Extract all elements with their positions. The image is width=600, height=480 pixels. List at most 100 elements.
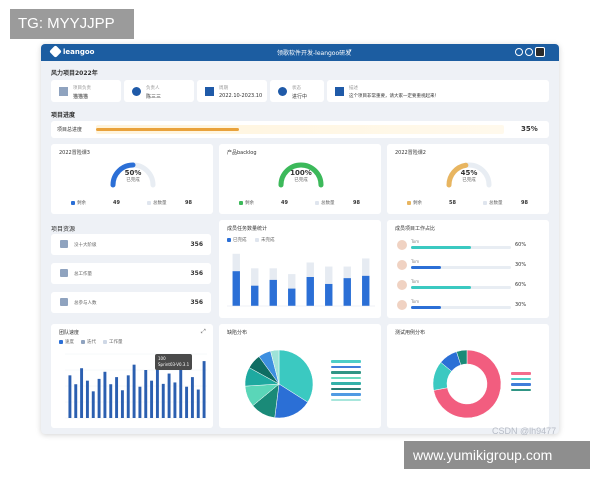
legend-swatch [331, 360, 361, 363]
resources-list: 没十大阶级 356 总工作量 356 总参与人数 356 [51, 234, 213, 318]
speed-bar[interactable] [196, 389, 200, 418]
resource-row[interactable]: 总工作量 356 [51, 263, 211, 284]
gauge-arc [278, 162, 324, 188]
workshare-row[interactable]: Tom 60% [387, 276, 549, 296]
speed-bar[interactable] [91, 391, 95, 418]
workshare-bar-track [411, 286, 511, 289]
sprint-name: 产品backlog [227, 150, 257, 156]
legend-label: 迭代 [87, 340, 96, 345]
workshare-row[interactable]: Tom 30% [387, 296, 549, 316]
remaining-label: 剩余 [407, 200, 422, 206]
project-switcher[interactable]: 领歌软件开发-leangoo研发 [277, 50, 352, 57]
workshare-bar-fill [411, 266, 441, 269]
speed-bar[interactable] [115, 377, 119, 418]
legend-dot-icon [59, 339, 63, 344]
bar-completed[interactable] [232, 271, 240, 306]
sprint-card-2[interactable]: 产品backlog 100% 已完成 剩余 49 总数量 98 [219, 144, 381, 214]
speed-bar[interactable] [68, 375, 72, 418]
resource-label: 总工作量 [74, 272, 92, 277]
speed-bar[interactable] [126, 375, 130, 418]
bar-completed[interactable] [269, 279, 277, 306]
speed-bar[interactable] [103, 371, 107, 418]
workshare-name: Tom [411, 239, 420, 244]
help-icon[interactable] [515, 48, 523, 56]
notification-icon[interactable] [525, 48, 533, 56]
legend-dot-icon [255, 237, 259, 242]
info-card-status: 状态 进行中 [270, 80, 324, 102]
speed-bar[interactable] [161, 383, 165, 418]
speed-bar[interactable] [85, 380, 89, 418]
avatar[interactable] [535, 47, 545, 57]
resource-value: 356 [190, 241, 203, 248]
info-value: 陈三三 [146, 94, 162, 100]
tooltip-body: Sprint03-V0.3.1 [158, 362, 190, 367]
total-label-text: 总数量 [489, 201, 503, 206]
legend-swatch [331, 382, 361, 385]
sprint-name: 2022冒险课2 [395, 150, 426, 156]
resource-row[interactable]: 没十大阶级 356 [51, 234, 211, 255]
logo-icon [49, 45, 62, 58]
workshare-bar-fill [411, 306, 441, 309]
speed-bar[interactable] [120, 390, 124, 418]
legend-label: 速度 [65, 340, 74, 345]
speed-bar[interactable] [138, 386, 142, 418]
bar-completed[interactable] [325, 283, 333, 306]
progress-fill [96, 128, 239, 131]
workshare-row[interactable]: Tom 60% [387, 236, 549, 256]
logo[interactable]: leangoo [49, 45, 94, 58]
legend-dot-icon [81, 339, 85, 344]
speed-bar[interactable] [190, 377, 194, 418]
speed-bar[interactable] [167, 373, 171, 418]
bar-completed[interactable] [251, 285, 259, 306]
speed-bar[interactable] [97, 378, 101, 418]
bar-completed[interactable] [288, 288, 296, 306]
speed-bar[interactable] [155, 368, 159, 418]
info-card-description: 描述 这个项目非常重要，请大家一定要重视起来！ [327, 80, 549, 102]
chevron-down-icon[interactable]: ▾ [349, 48, 352, 54]
avatar [397, 260, 407, 270]
speed-bar[interactable] [179, 368, 183, 418]
legend-label: 未完成 [261, 238, 275, 243]
remaining-label-text: 剩余 [413, 201, 422, 206]
pie-slice[interactable] [433, 349, 502, 419]
info-card-owner: 项目负责 猫猫猫 [51, 80, 121, 102]
remaining-label: 剩余 [239, 200, 254, 206]
workshare-list: Tom 60% Tom 30% Tom 60% Tom 30% [387, 236, 549, 316]
team-speed-chart [65, 353, 207, 419]
resource-row[interactable]: 总参与人数 356 [51, 292, 211, 313]
info-value: 2022.10-2023.10 [219, 93, 263, 99]
workshare-pct: 30% [515, 262, 527, 268]
project-icon [59, 87, 68, 96]
speed-bar[interactable] [74, 384, 78, 418]
workshare-row[interactable]: Tom 30% [387, 256, 549, 276]
legend-swatch [511, 372, 531, 375]
pie-slice[interactable] [456, 349, 468, 366]
info-value: 这个项目非常重要，请大家一定要重视起来！ [349, 94, 439, 99]
sprint-card-3[interactable]: 2022冒险课2 45% 已完成 剩余 58 总数量 98 [387, 144, 549, 214]
speed-bar[interactable] [185, 386, 189, 418]
speed-bar[interactable] [202, 361, 206, 418]
speed-bar[interactable] [132, 364, 136, 418]
resource-label: 总参与人数 [74, 301, 97, 306]
bar-completed[interactable] [306, 277, 314, 306]
speed-bar[interactable] [109, 384, 113, 418]
total-value: 98 [185, 200, 192, 206]
legend-dot-icon [227, 237, 231, 242]
member-tasks-title: 成员任务数量统计 [227, 226, 268, 232]
legend-dot-icon [71, 200, 75, 205]
bar-completed[interactable] [362, 275, 370, 306]
sprint-card-1[interactable]: 2022冒险课3 50% 已完成 剩余 49 总数量 98 [51, 144, 213, 214]
info-label: 周期 [219, 86, 228, 91]
speed-bar[interactable] [80, 368, 84, 418]
expand-icon[interactable]: ⤢ [201, 328, 206, 335]
people-icon [60, 298, 68, 306]
speed-bar[interactable] [173, 382, 177, 418]
remaining-label-text: 剩余 [245, 201, 254, 206]
speed-bar[interactable] [144, 370, 148, 418]
pie-slice[interactable] [270, 349, 280, 385]
workshare-pct: 30% [515, 302, 527, 308]
remaining-value: 49 [281, 200, 288, 206]
test-cases-legend [511, 372, 541, 394]
bar-completed[interactable] [343, 278, 351, 306]
speed-bar[interactable] [150, 380, 154, 418]
